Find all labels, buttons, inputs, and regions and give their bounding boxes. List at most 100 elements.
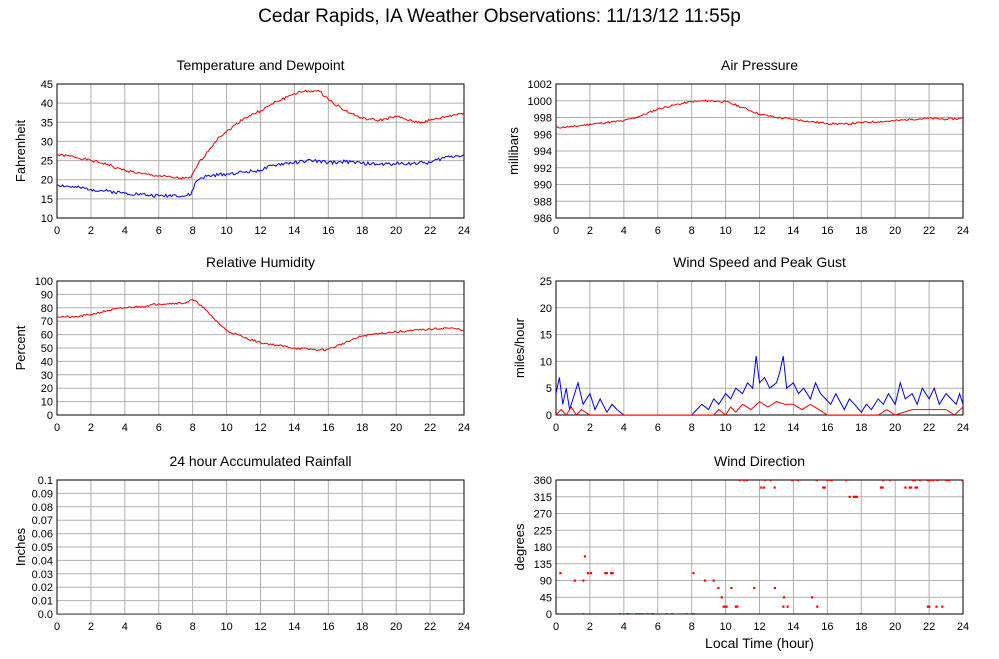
y-tick-label: 0.0 (38, 609, 53, 621)
wind-direction-point (782, 605, 785, 608)
y-tick-label: 135 (534, 559, 552, 571)
y-tick-label: 10 (540, 356, 552, 368)
x-tick-label: 10 (220, 621, 232, 633)
wind-direction-point (717, 586, 720, 590)
wind_speed-plot-area (556, 355, 963, 415)
wind-direction-point (738, 480, 741, 482)
wind-direction-point (604, 572, 607, 575)
wind-direction-point (742, 480, 746, 482)
y-tick-label: 992 (534, 163, 552, 175)
x-tick-label: 22 (923, 422, 935, 434)
y-tick-label: 60 (41, 330, 53, 342)
wind-direction-point (763, 486, 766, 489)
x-tick-label: 18 (356, 225, 368, 237)
wind-direction-point (859, 613, 863, 614)
x-tick-label: 18 (855, 621, 867, 633)
x-tick-label: 20 (390, 621, 402, 633)
y-tick-label: 0 (546, 410, 552, 422)
wind_direction-title: Wind Direction (714, 453, 805, 469)
pressure-y-axis-label: millibars (506, 127, 521, 175)
x-tick-label: 16 (322, 621, 334, 633)
x-tick-label: 6 (156, 621, 162, 633)
wind-direction-point (692, 572, 695, 575)
x-tick-label: 14 (787, 621, 799, 633)
x-tick-label: 22 (424, 225, 436, 237)
humidity-y-axis-label: Percent (13, 325, 28, 370)
wind-direction-point (928, 605, 931, 608)
wind-direction-point (881, 486, 884, 489)
y-tick-label: 20 (41, 175, 53, 187)
wind_speed-plot-frame (555, 280, 964, 416)
x-tick-label: 2 (88, 621, 94, 633)
humidity-plot-frame (56, 280, 465, 416)
x-tick-label: 2 (587, 422, 593, 434)
x-tick-label: 18 (356, 621, 368, 633)
rainfall-title: 24 hour Accumulated Rainfall (169, 453, 351, 469)
x-tick-label: 4 (122, 422, 128, 434)
wind-direction-point (910, 486, 913, 489)
x-tick-label: 0 (54, 225, 60, 237)
x-tick-label: 10 (220, 422, 232, 434)
wind-direction-point (626, 613, 629, 614)
wind-direction-point (734, 605, 737, 608)
y-tick-label: 0 (47, 410, 53, 422)
x-tick-label: 0 (54, 621, 60, 633)
x-tick-label: 12 (753, 225, 765, 237)
y-tick-label: 15 (41, 194, 53, 206)
wind-direction-point (904, 486, 907, 489)
y-tick-label: 0.01 (32, 596, 53, 608)
y-tick-label: 996 (534, 129, 552, 141)
x-tick-label: 14 (787, 422, 799, 434)
wind-direction-point (830, 480, 833, 482)
y-tick-label: 45 (41, 79, 53, 91)
x-tick-label: 6 (655, 422, 661, 434)
x-tick-label: 20 (390, 225, 402, 237)
wind-direction-point (911, 480, 915, 482)
wind-direction-point (811, 596, 814, 599)
wind-direction-point (724, 605, 727, 608)
y-tick-label: 180 (534, 542, 552, 554)
x-tick-label: 24 (458, 225, 470, 237)
x-tick-label: 4 (621, 422, 627, 434)
wind-direction-point (882, 480, 885, 482)
x-tick-label: 4 (621, 225, 627, 237)
wind-direction-point (635, 613, 638, 614)
y-tick-label: 0.03 (32, 569, 53, 581)
x-tick-label: 18 (855, 225, 867, 237)
wind-direction-point (671, 613, 674, 614)
wind-direction-point (559, 572, 562, 575)
y-tick-label: 35 (41, 117, 53, 129)
wind-direction-point (760, 486, 763, 489)
y-tick-label: 0.05 (32, 542, 53, 554)
wind-direction-point (941, 605, 944, 608)
wind-direction-point (582, 579, 585, 582)
wind-direction-point (919, 480, 922, 482)
x-tick-label: 2 (88, 225, 94, 237)
wind-direction-point (913, 480, 916, 482)
wind-direction-point (915, 486, 919, 489)
wind-direction-point (692, 613, 695, 614)
x-tick-label: 12 (254, 621, 266, 633)
x-tick-label: 24 (957, 225, 969, 237)
wind-direction-point (855, 495, 858, 498)
x-tick-label: 24 (458, 422, 470, 434)
x-tick-label: 14 (288, 621, 300, 633)
x-tick-label: 20 (889, 621, 901, 633)
wind-direction-point (725, 605, 728, 608)
x-tick-label: 12 (254, 422, 266, 434)
x-tick-label: 24 (458, 621, 470, 633)
y-tick-label: 45 (540, 592, 552, 604)
y-tick-label: 0.09 (32, 488, 53, 500)
y-tick-label: 90 (41, 289, 53, 301)
x-tick-label: 10 (719, 621, 731, 633)
y-tick-label: 990 (534, 180, 552, 192)
wind-direction-point (914, 486, 917, 489)
y-tick-label: 25 (41, 156, 53, 168)
temperature-series-red-line (57, 89, 464, 180)
wind_direction-y-axis-label: degrees (512, 523, 527, 570)
y-tick-label: 988 (534, 196, 552, 208)
pressure-title: Air Pressure (721, 57, 798, 73)
